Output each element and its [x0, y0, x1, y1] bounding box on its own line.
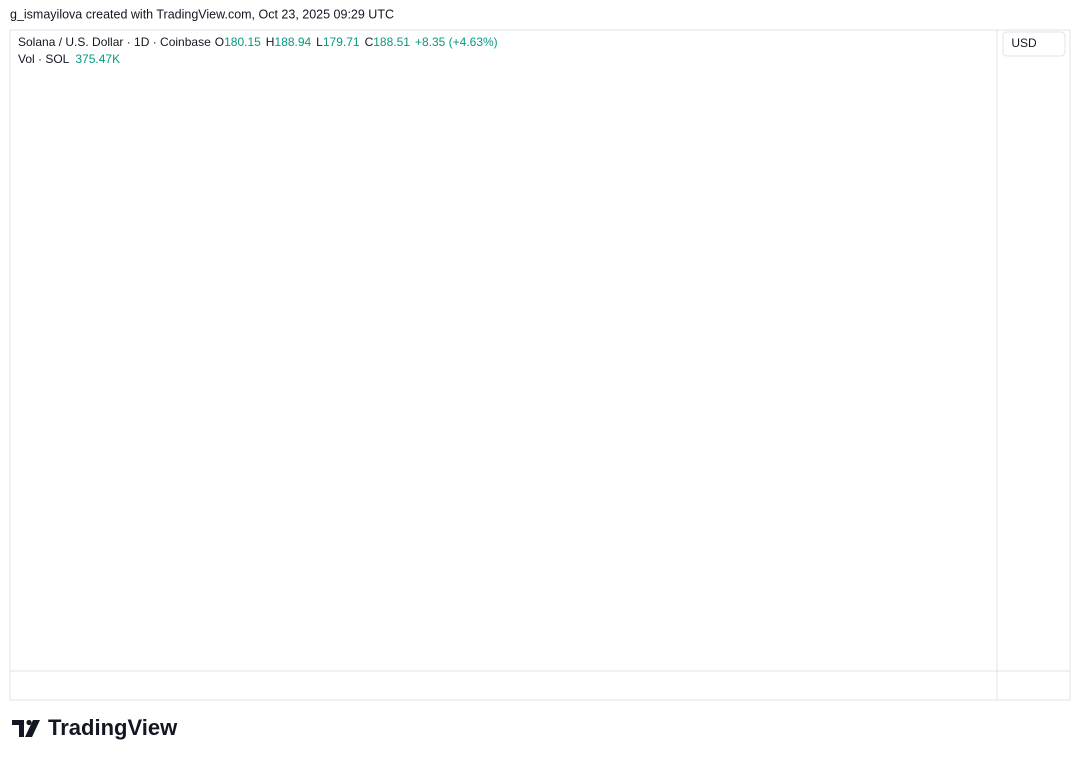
currency-box[interactable]: [1002, 31, 1066, 57]
currency[interactable]: USD: [1011, 36, 1037, 50]
ohlc-value: 180.15: [224, 35, 261, 49]
ohlc-label: C: [364, 35, 374, 49]
ohlc-label: O: [214, 35, 225, 49]
symbol-title: Solana / U.S. Dollar · 1D · Coinbase: [18, 35, 211, 49]
ohlc-label: H: [265, 35, 275, 49]
brand: TradingView: [48, 715, 178, 740]
logo-part: [19, 720, 24, 737]
ohlc-label: L: [316, 35, 323, 49]
volume-value: 375.47K: [75, 52, 121, 66]
legend-main: Solana / U.S. Dollar · 1D · Coinbase O 180…: [18, 35, 498, 49]
brand-logo: [12, 719, 40, 737]
volume-label: Vol · SOL: [18, 52, 70, 66]
logo-part: [12, 720, 24, 725]
ohlc-value: 188.94: [274, 35, 312, 49]
chart-frame: [9, 29, 1071, 701]
logo-part: [25, 720, 40, 737]
logo-part: [26, 719, 32, 726]
credit: g_ismayilova created with TradingView.co…: [10, 7, 394, 21]
ohlc-value: 188.51: [373, 35, 410, 49]
ohlc-value: 179.71: [322, 35, 360, 49]
legend-volume: Vol · SOL 375.47K: [18, 52, 120, 66]
change: +8.35 (+4.63%): [414, 35, 498, 49]
